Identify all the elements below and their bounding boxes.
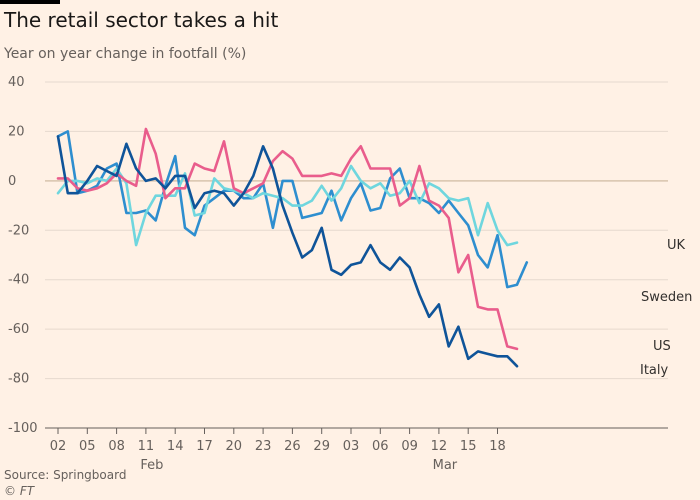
source-note: Source: Springboard [4, 468, 127, 482]
y-tick-label: 0 [8, 174, 16, 189]
x-tick-label: 17 [196, 439, 213, 454]
y-tick-label: -60 [8, 322, 29, 337]
x-tick-label: 05 [79, 439, 96, 454]
x-tick-label: 08 [108, 439, 125, 454]
series-line-sweden [56, 130, 529, 289]
y-tick-label: 40 [8, 75, 25, 90]
y-tick-label: -80 [8, 372, 29, 387]
month-label: Mar [433, 458, 458, 473]
y-tick-label: 20 [8, 124, 25, 139]
series-label-uk: UK [667, 238, 686, 253]
x-tick-label: 14 [167, 439, 184, 454]
series-lines [56, 127, 529, 368]
series-label-italy: Italy [640, 363, 669, 378]
x-tick-label: 26 [284, 439, 301, 454]
y-tick-label: -40 [8, 273, 29, 288]
series-label-sweden: Sweden [641, 290, 692, 305]
series-line-italy [56, 135, 519, 368]
brand-bar [0, 0, 60, 4]
chart-title: The retail sector takes a hit [4, 8, 279, 32]
month-label: Feb [140, 458, 163, 473]
x-tick-label: 06 [372, 439, 389, 454]
x-tick-label: 15 [460, 439, 477, 454]
x-tick-label: 09 [401, 439, 418, 454]
chart-subtitle: Year on year change in footfall (%) [4, 46, 247, 62]
series-line-uk [56, 164, 519, 247]
y-tick-label: -20 [8, 223, 29, 238]
y-axis-ticks: 40 20 0 -20 -40 -60 -80 -100 [8, 75, 38, 436]
series-line-us [56, 127, 519, 351]
x-tick-label: 02 [50, 439, 67, 454]
x-axis-ticks: 02 05 08 11 14 17 20 23 26 29 03 06 09 12 15 18 Feb Mar [50, 428, 506, 473]
series-labels: Italy US Sweden UK [640, 238, 692, 378]
x-tick-label: 20 [226, 439, 243, 454]
grid-lines [45, 81, 668, 429]
x-tick-label: 23 [255, 439, 272, 454]
x-tick-label: 03 [343, 439, 360, 454]
y-tick-label: -100 [8, 421, 38, 436]
x-tick-label: 29 [313, 439, 330, 454]
credit-note: © FT [4, 484, 35, 498]
x-tick-label: 12 [431, 439, 448, 454]
series-label-us: US [653, 339, 671, 354]
x-tick-label: 18 [489, 439, 506, 454]
x-tick-label: 11 [138, 439, 155, 454]
